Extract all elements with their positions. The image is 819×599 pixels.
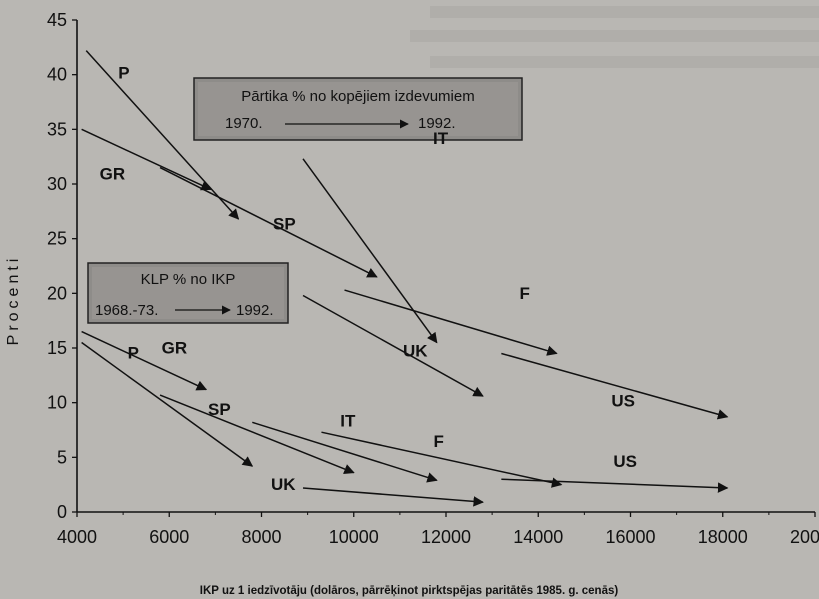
- annotation-box-food: Pārtika % no kopējiem izdevumiem 1970. 1…: [193, 77, 523, 141]
- series-label: P: [128, 344, 139, 363]
- x-tick-label: 12000: [421, 527, 471, 547]
- series-arrow: [302, 487, 484, 507]
- y-tick-label: 35: [47, 119, 67, 139]
- y-tick-label: 5: [57, 447, 67, 467]
- annotation-gov-title: KLP % no IKP: [141, 271, 236, 288]
- series-food-us: US: [501, 352, 729, 420]
- y-axis-ticks: 0 5 10 15 20 25 30 35 40 45: [47, 10, 77, 522]
- series-food-sp: SP: [159, 166, 378, 278]
- annotation-box-gov: KLP % no IKP 1968.-73. 1992.: [87, 262, 289, 324]
- x-tick-label: 16000: [605, 527, 655, 547]
- y-tick-label: 0: [57, 502, 67, 522]
- series-label: SP: [208, 400, 231, 419]
- x-tick-label: 6000: [149, 527, 189, 547]
- series-label: IT: [340, 411, 356, 430]
- series-arrow: [501, 352, 729, 420]
- annotation-food-title: Pārtika % no kopējiem izdevumiem: [241, 88, 474, 105]
- x-axis-label: IKP uz 1 iedzīvotāju (dolāros, pārrēķino…: [200, 585, 619, 597]
- series-gov-gr: GR: [81, 330, 208, 391]
- series-label: P: [118, 64, 129, 83]
- series-gov-f: F: [321, 431, 563, 488]
- annotation-food-from: 1970.: [225, 115, 263, 132]
- series-food-f: F: [344, 284, 558, 356]
- series-arrow: [321, 431, 563, 488]
- y-tick-label: 30: [47, 174, 67, 194]
- series-food-p: P: [85, 50, 240, 220]
- x-axis-ticks: 4000 6000 8000 10000 12000 14000 16000 18000 200…: [57, 512, 819, 547]
- y-tick-label: 15: [47, 338, 67, 358]
- series-arrow: [81, 330, 208, 391]
- series-label: UK: [403, 342, 428, 361]
- y-tick-label: 10: [47, 393, 67, 413]
- series-label: UK: [271, 475, 296, 494]
- series-arrow: [302, 294, 484, 397]
- series-arrow: [252, 421, 438, 483]
- series-food-gr: GR: [81, 128, 212, 191]
- series-gov-uk: UK: [271, 475, 484, 507]
- series-arrow: [501, 478, 729, 493]
- series-layer: P GR SP IT F UK US GR P SP IT F UK US: [81, 50, 729, 507]
- series-label: US: [613, 452, 637, 471]
- series-food-uk: UK: [302, 294, 484, 397]
- annotation-gov-from: 1968.-73.: [95, 302, 158, 319]
- series-label: GR: [162, 339, 188, 358]
- series-label: US: [611, 391, 635, 410]
- x-tick-label: 14000: [513, 527, 563, 547]
- x-tick-label: 20000: [790, 527, 819, 547]
- series-arrow: [159, 166, 378, 278]
- series-gov-us: US: [501, 452, 729, 493]
- series-arrow: [344, 289, 558, 356]
- series-arrow: [81, 341, 254, 467]
- series-label: F: [520, 284, 530, 303]
- y-tick-label: 40: [47, 65, 67, 85]
- y-tick-label: 25: [47, 229, 67, 249]
- series-label: IT: [433, 129, 449, 148]
- series-arrow: [81, 128, 212, 191]
- y-axis-label: Procenti: [5, 255, 22, 346]
- series-arrow: [302, 158, 438, 344]
- series-arrow: [159, 394, 355, 474]
- series-gov-p: P: [81, 341, 254, 467]
- series-label: SP: [273, 215, 296, 234]
- series-label: GR: [100, 164, 126, 183]
- series-food-it: IT: [302, 129, 449, 344]
- y-tick-label: 45: [47, 10, 67, 30]
- x-tick-label: 8000: [241, 527, 281, 547]
- x-tick-label: 4000: [57, 527, 97, 547]
- annotation-gov-to: 1992.: [236, 302, 274, 319]
- series-arrow: [85, 50, 240, 220]
- x-tick-label: 10000: [329, 527, 379, 547]
- series-gov-it: IT: [252, 411, 438, 483]
- y-tick-label: 20: [47, 283, 67, 303]
- x-tick-label: 18000: [698, 527, 748, 547]
- series-gov-sp: SP: [159, 394, 355, 474]
- series-label: F: [433, 432, 443, 451]
- annotation-food-to: 1992.: [418, 115, 456, 132]
